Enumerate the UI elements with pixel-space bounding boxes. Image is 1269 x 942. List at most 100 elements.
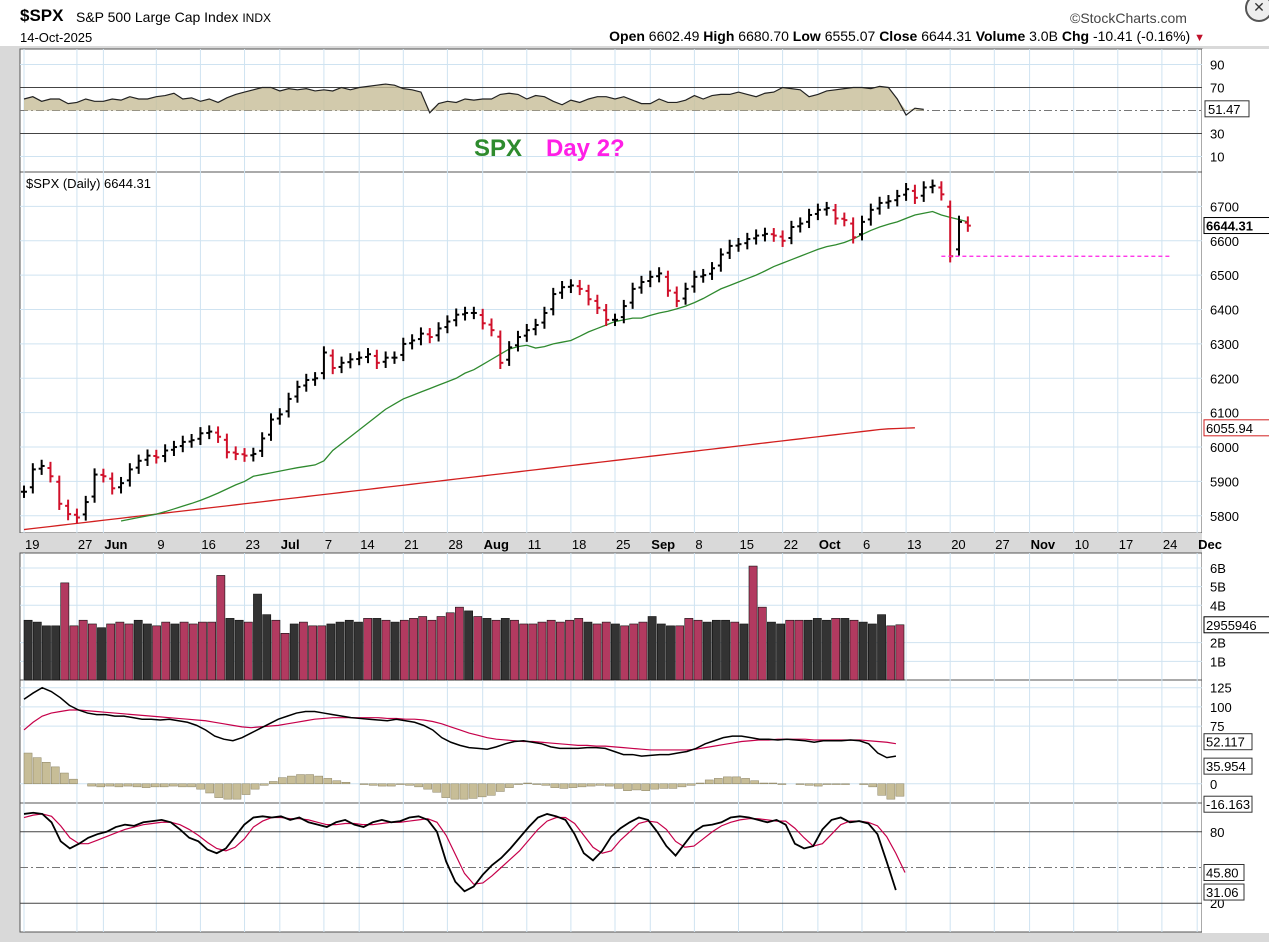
price-panel: [19, 171, 1203, 534]
price-tick-label: 6400: [1210, 303, 1239, 318]
macd-histogram-bar: [759, 782, 769, 785]
x-tick-label: 17: [1119, 537, 1133, 552]
volume-bar: [592, 623, 602, 681]
price-tick-label: 6100: [1210, 406, 1239, 421]
volume-bar: [262, 614, 272, 681]
macd-last-value: 35.954: [1206, 759, 1246, 774]
macd-histogram-bar: [459, 783, 469, 800]
macd-histogram-bar: [496, 783, 505, 792]
stoch-tick-label: 80: [1210, 825, 1224, 840]
macd-histogram-bar: [813, 783, 823, 787]
volume-bar: [895, 624, 905, 681]
price-legend: $SPX (Daily) 6644.31: [26, 176, 151, 191]
volume-bar: [436, 616, 446, 681]
macd-histogram-bar: [595, 783, 605, 786]
x-tick-label: 11: [528, 537, 542, 552]
volume-bar: [179, 621, 189, 681]
x-tick-label: 7: [325, 537, 332, 552]
stoch-k-last-value: 31.06: [1206, 885, 1239, 900]
volume-bar: [849, 619, 859, 681]
symbol-name: S&P 500 Large Cap Index INDX: [76, 9, 271, 25]
stoch-k-last-box: [1203, 883, 1245, 901]
macd-histogram-bar: [169, 783, 178, 787]
volume-bar: [721, 619, 730, 681]
volume-bar: [445, 612, 455, 681]
macd-histogram-bar: [123, 783, 133, 787]
macd-histogram-bar: [659, 783, 669, 789]
volume-bar: [399, 619, 409, 681]
macd-histogram-bar: [259, 783, 269, 786]
macd-histogram-bar: [387, 783, 396, 787]
volume-bar: [243, 621, 253, 681]
macd-histogram-bar: [287, 775, 296, 785]
symbol[interactable]: $SPX: [20, 6, 64, 25]
macd-histogram-bar: [159, 783, 169, 788]
volume-last-value: 2955946: [1206, 618, 1257, 633]
macd-histogram-bar: [668, 783, 678, 789]
close-icon[interactable]: ✕: [1245, 0, 1269, 22]
macd-histogram-bar: [532, 783, 541, 785]
macd-histogram-bar: [223, 783, 233, 800]
macd-histogram-bar: [96, 783, 105, 788]
volume-bar: [455, 606, 464, 681]
rsi-tick-label: 10: [1210, 150, 1224, 165]
volume-bar: [510, 619, 519, 681]
volume-bar: [684, 618, 694, 681]
macd-histogram-bar: [614, 783, 623, 789]
volume-bar: [234, 619, 244, 681]
x-tick-label: 14: [360, 537, 374, 552]
macd-histogram-bar: [650, 783, 660, 790]
ma-long-last-box: [1203, 419, 1269, 437]
volume-bar: [87, 623, 97, 681]
macd-histogram-bar: [586, 783, 596, 787]
open-label: Open: [609, 28, 645, 44]
volume-bar: [152, 625, 161, 681]
macd-histogram-bar: [305, 774, 314, 785]
volume-value: 3.0B: [1029, 28, 1058, 44]
macd-histogram-bar: [196, 783, 205, 790]
macd-histogram-bar: [477, 783, 487, 798]
volume-bar: [170, 623, 180, 681]
volume-bar: [317, 625, 327, 681]
rsi-tick-label: 30: [1210, 127, 1224, 142]
macd-histogram-bar: [568, 783, 578, 788]
volume-bar: [794, 619, 804, 681]
x-tick-label: 23: [246, 537, 260, 552]
volume-bar: [647, 616, 657, 681]
x-tick-label: 28: [448, 537, 462, 552]
macd-histogram-bar: [841, 783, 850, 785]
volume-tick-label: 6B: [1210, 561, 1226, 576]
volume-bar: [106, 623, 116, 681]
price-tick-label: 6500: [1210, 268, 1239, 283]
macd-histogram-bar: [486, 783, 496, 796]
volume-bar: [69, 625, 79, 681]
macd-histogram-bar: [632, 783, 641, 791]
macd-histogram-bar: [559, 783, 569, 789]
macd-histogram-bar: [323, 778, 333, 785]
volume-bar: [280, 633, 290, 681]
macd-histogram-bar: [541, 783, 551, 786]
volume-bar: [390, 621, 400, 681]
macd-histogram-bar: [859, 783, 868, 785]
stoch-d-last-box: [1203, 863, 1245, 881]
stoch-d-last-value: 45.80: [1206, 865, 1239, 880]
macd-tick-label: 100: [1210, 700, 1232, 715]
volume-bar: [124, 623, 134, 681]
stoch-k-line: [23, 811, 897, 893]
volume-bar: [427, 619, 437, 681]
volume-bar: [776, 623, 785, 681]
macd-histogram-bar: [41, 762, 51, 785]
x-tick-label: Oct: [819, 537, 841, 552]
macd-histogram-bar: [150, 783, 160, 788]
volume-bar: [32, 621, 42, 681]
macd-last-value: 52.117: [1206, 735, 1245, 750]
volume-label: Volume: [975, 28, 1026, 44]
x-tick-label: 27: [995, 537, 1009, 552]
volume-bar: [583, 621, 593, 681]
macd-histogram-bar: [714, 778, 723, 785]
price-tick-label: 6600: [1210, 234, 1239, 249]
volume-last-box: [1203, 616, 1269, 634]
ma-short-line: [120, 210, 969, 522]
volume-bar: [757, 606, 767, 681]
